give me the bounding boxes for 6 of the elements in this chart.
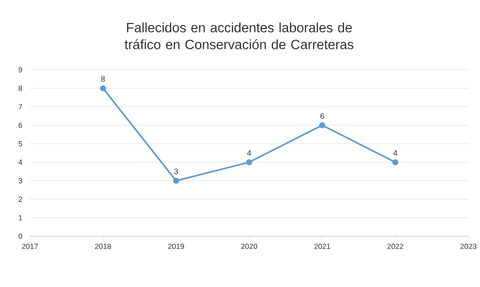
point [100, 85, 106, 92]
point [392, 159, 398, 166]
chart-title: Fallecidos en accidentes laborales de tráfico en Conservación de Carreteras [124, 22, 354, 50]
point [319, 122, 326, 128]
point [246, 159, 252, 166]
point [173, 178, 180, 184]
